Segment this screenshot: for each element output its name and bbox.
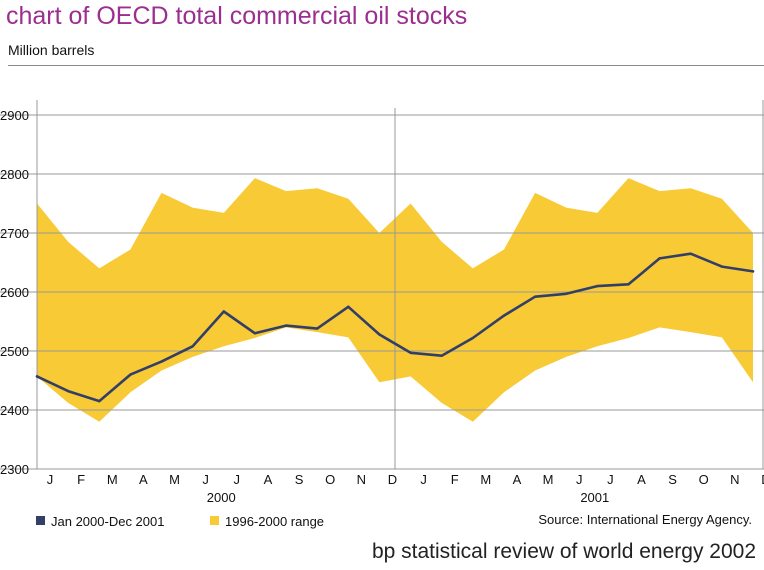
x-tick-label-10: N <box>357 472 366 487</box>
y-tick-label-2600: 2600 <box>0 285 29 300</box>
data-point-20 <box>658 257 661 260</box>
legend-item-line: Jan 2000-Dec 2001 <box>36 514 164 529</box>
x-tick-label-5: J <box>202 472 209 487</box>
legend-swatch-range <box>210 516 219 525</box>
data-point-8 <box>284 324 288 327</box>
legend-swatch-line <box>36 516 45 525</box>
legend-item-range: 1996-2000 range <box>210 514 324 529</box>
x-tick-label-7: A <box>264 472 273 487</box>
data-point-2 <box>98 399 101 403</box>
x-tick-label-22: N <box>730 472 739 487</box>
data-point-19 <box>627 283 630 286</box>
x-tick-label-9: O <box>325 472 335 487</box>
x-tick-label-1: F <box>77 472 85 487</box>
grid-layer <box>0 100 764 470</box>
data-point-21 <box>689 252 692 255</box>
x-tick-label-11: D <box>388 472 397 487</box>
series-line-jan2000-dec2001 <box>35 252 755 403</box>
data-point-11 <box>378 333 381 336</box>
data-point-16 <box>533 295 537 298</box>
y-tick-label-2500: 2500 <box>0 344 29 359</box>
source-note: Source: International Energy Agency. <box>538 512 752 527</box>
x-tick-label-13: F <box>451 472 459 487</box>
y-tick-label-2300: 2300 <box>0 462 29 477</box>
legend-label-range: 1996-2000 range <box>225 514 325 529</box>
data-point-12 <box>409 351 412 354</box>
data-point-13 <box>440 354 443 357</box>
data-point-4 <box>160 360 163 363</box>
x-tick-label-17: J <box>576 472 583 487</box>
year-label-2001: 2001 <box>580 490 609 505</box>
x-tick-label-4: M <box>169 472 180 487</box>
data-point-6 <box>222 310 225 313</box>
legend-label-line: Jan 2000-Dec 2001 <box>51 514 165 529</box>
x-tick-label-15: A <box>513 472 522 487</box>
y-axis-unit-label: Million barrels <box>8 42 95 58</box>
x-tick-label-20: S <box>668 472 677 487</box>
data-point-7 <box>253 332 257 335</box>
x-tick-label-23: D <box>761 472 764 487</box>
label-layer: 2300 2400 2500 2600 2700 2800 2900 J F M A M J J A S O N D… <box>0 108 764 505</box>
y-tick-label-2400: 2400 <box>0 403 29 418</box>
data-point-23 <box>751 270 755 273</box>
data-point-17 <box>565 292 568 295</box>
x-tick-label-8: S <box>295 472 304 487</box>
x-tick-label-21: O <box>699 472 709 487</box>
data-point-18 <box>596 284 599 288</box>
x-tick-label-2: M <box>107 472 118 487</box>
data-point-15 <box>502 314 506 317</box>
x-tick-label-3: A <box>139 472 148 487</box>
x-tick-label-0: J <box>47 472 54 487</box>
x-tick-label-12: J <box>420 472 427 487</box>
y-tick-label-2700: 2700 <box>0 226 29 241</box>
y-tick-label-2800: 2800 <box>0 167 29 182</box>
data-point-9 <box>315 327 319 330</box>
x-tick-label-16: M <box>543 472 554 487</box>
data-point-10 <box>347 305 350 308</box>
x-tick-label-19: A <box>637 472 646 487</box>
year-label-2000: 2000 <box>207 490 236 505</box>
chart-title: chart of OECD total commercial oil stock… <box>6 2 468 30</box>
data-point-1 <box>66 389 70 393</box>
x-tick-label-18: J <box>607 472 614 487</box>
data-point-3 <box>129 373 132 376</box>
title-divider <box>8 65 764 66</box>
x-tick-label-6: J <box>234 472 241 487</box>
footer-brand: bp statistical review of world energy 20… <box>371 540 756 563</box>
x-tick-label-14: M <box>480 472 491 487</box>
data-point-22 <box>720 265 724 268</box>
y-tick-label-2900: 2900 <box>0 108 29 123</box>
data-point-14 <box>471 336 475 340</box>
line-layer <box>35 252 755 403</box>
data-point-0 <box>35 375 39 378</box>
data-point-5 <box>191 345 194 348</box>
